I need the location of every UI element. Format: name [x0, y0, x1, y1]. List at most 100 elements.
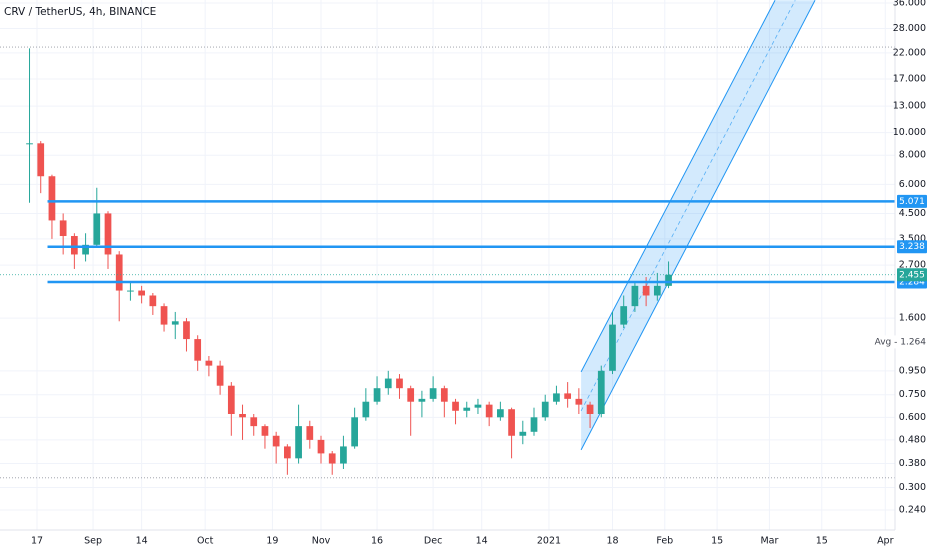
candle-body — [26, 143, 33, 145]
candle-body — [239, 413, 246, 418]
candle-body — [665, 274, 672, 286]
candle-body — [396, 378, 403, 389]
x-tick-label: 16 — [371, 536, 383, 547]
candle-body — [631, 285, 639, 307]
y-tick-label: 0.380 — [899, 458, 926, 469]
price-label: 2.455 — [899, 270, 925, 280]
y-tick-label: 28.000 — [893, 23, 926, 34]
candle-body — [597, 370, 605, 414]
avg-label-bg — [872, 335, 927, 349]
y-tick-label: 0.750 — [899, 389, 926, 400]
candle-body — [127, 290, 134, 292]
candle-body — [384, 378, 392, 389]
price-label: 2.284 — [899, 278, 925, 288]
y-tick-label: 0.950 — [899, 365, 926, 376]
channel-line — [580, 0, 796, 412]
candle-body — [82, 244, 89, 255]
y-tick-label: 4.500 — [899, 208, 926, 219]
channel-line — [580, 0, 816, 451]
candle-body — [519, 431, 527, 436]
grid — [0, 0, 895, 530]
candle-body — [160, 306, 168, 325]
y-tick-label: 0.480 — [899, 434, 926, 445]
candle-body — [452, 401, 459, 411]
avg-label: Avg - 1.264 — [875, 337, 927, 347]
candle-body — [553, 393, 560, 402]
y-tick-label: 6.000 — [899, 179, 926, 190]
y-tick-label: 3.500 — [899, 233, 926, 244]
x-tick-label: Dec — [424, 536, 442, 547]
x-tick-label: 19 — [266, 536, 278, 547]
x-tick-label: 2021 — [537, 536, 561, 547]
candle-body — [564, 393, 572, 399]
candle-body — [71, 236, 78, 255]
candle-body — [609, 324, 616, 371]
candle-body — [351, 417, 358, 447]
y-tick-label: 0.600 — [899, 412, 926, 423]
candle-body — [463, 407, 471, 411]
candle-body — [508, 409, 515, 436]
y-tick-label: 0.300 — [899, 482, 926, 493]
candle-body — [149, 295, 157, 307]
x-tick-label: Apr — [877, 536, 894, 547]
candle-body — [194, 339, 202, 361]
candle-body — [272, 435, 280, 447]
y-tick-label: 17.000 — [893, 73, 926, 84]
candle-body — [295, 426, 302, 459]
price-label: 5.071 — [899, 197, 925, 207]
candle-body — [653, 285, 661, 296]
x-tick-label: 15 — [816, 536, 828, 547]
y-tick-label: 8.000 — [899, 150, 926, 161]
candle-body — [530, 417, 538, 432]
candle-body — [183, 321, 190, 340]
price-label-bg — [897, 240, 927, 254]
price-label-bg — [897, 194, 927, 208]
candle-body — [575, 398, 583, 405]
x-tick-label: 14 — [136, 536, 148, 547]
price-label-bg — [897, 268, 927, 282]
candle-body — [227, 385, 235, 414]
candle-body — [171, 321, 179, 325]
candle-body — [373, 388, 381, 402]
x-tick-label: Sep — [84, 536, 102, 547]
candle-body — [138, 290, 145, 296]
candle-body — [205, 360, 213, 366]
candle-body — [340, 446, 347, 464]
candle-body — [93, 213, 101, 245]
candle-body — [250, 417, 258, 427]
candle-body — [216, 365, 224, 386]
candle-body — [284, 446, 291, 459]
x-tick-label: 17 — [31, 536, 43, 547]
candle-body — [261, 426, 269, 436]
y-tick-label: 13.000 — [893, 101, 926, 112]
x-tick-label: Nov — [312, 536, 331, 547]
candle-body — [362, 401, 370, 418]
y-tick-label: 0.240 — [899, 505, 926, 516]
candle-body — [104, 213, 112, 255]
candle-body — [418, 398, 426, 402]
candle-body — [37, 143, 45, 177]
candle-body — [474, 404, 482, 408]
candle-body — [115, 254, 123, 291]
candle-body — [317, 439, 325, 454]
x-tick-label: 18 — [606, 536, 618, 547]
y-tick-label: 10.000 — [893, 127, 926, 138]
y-tick-label: 22.000 — [893, 47, 926, 58]
candle-body — [407, 388, 415, 402]
candle-body — [541, 401, 549, 418]
candle-body — [620, 306, 628, 325]
chart-title: CRV / TetherUS, 4h, BINANCE — [4, 6, 156, 18]
candle-body — [497, 409, 504, 418]
channel-line — [580, 0, 776, 373]
candle-body — [429, 388, 437, 399]
y-tick-label: 36.000 — [893, 0, 926, 9]
candle-body — [440, 388, 448, 402]
x-tick-label: Mar — [760, 536, 778, 547]
candle-body — [48, 176, 56, 221]
price-label: 3.238 — [899, 242, 925, 252]
x-tick-label: Feb — [656, 536, 673, 547]
x-tick-label: 15 — [711, 536, 723, 547]
y-tick-label: 1.600 — [899, 313, 926, 324]
axes: 36.000 28.000 22.000 17.000 13.000 10.000 8.00… — [31, 0, 927, 547]
